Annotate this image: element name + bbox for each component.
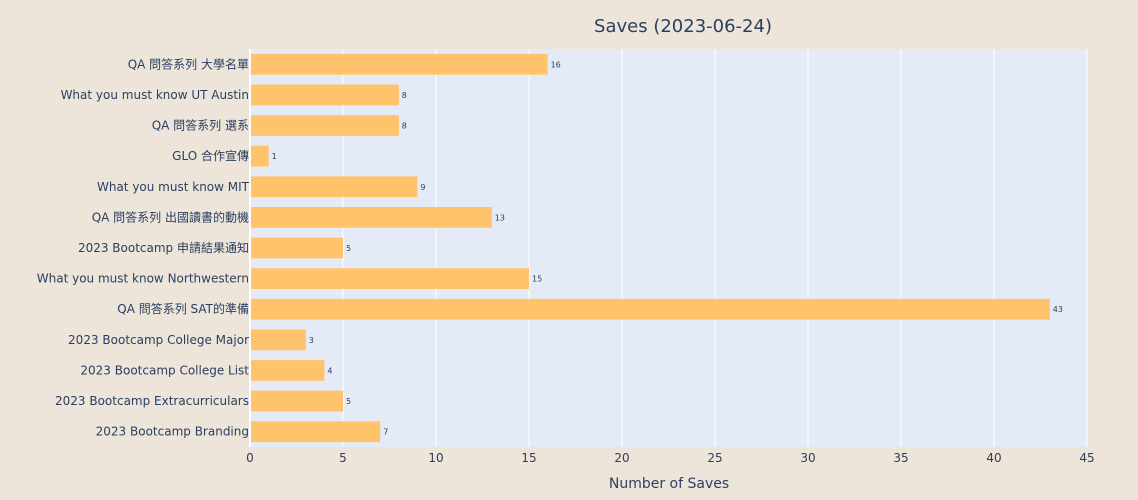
x-tick-label: 20 (614, 451, 629, 465)
y-tick-label: What you must know UT Austin (61, 88, 249, 102)
y-tick-label: 2023 Bootcamp 申請結果通知 (78, 241, 249, 255)
bar-value-label: 8 (402, 91, 407, 100)
bar-value-label: 1 (272, 152, 277, 161)
y-axis-tick-labels: QA 問答系列 大學名單 What you must know UT Austin… (37, 56, 250, 438)
y-tick-label: QA 問答系列 選系 (152, 118, 249, 133)
bar-value-label: 43 (1053, 305, 1063, 314)
bar-value-label: 16 (551, 60, 561, 69)
x-axis-tick-labels: 0 5 10 15 20 25 30 35 40 45 (246, 451, 1094, 465)
bar (250, 421, 381, 443)
bar-value-label: 7 (383, 428, 388, 437)
x-tick-label: 30 (800, 451, 815, 465)
bar (250, 145, 269, 167)
x-tick-label: 45 (1079, 451, 1094, 465)
y-tick-label: 2023 Bootcamp Branding (96, 425, 249, 439)
bar-value-label: 4 (327, 366, 332, 375)
bar (250, 53, 548, 75)
bar-value-label: 9 (420, 183, 425, 192)
bar (250, 176, 418, 198)
bar (250, 268, 529, 290)
bar-value-labels: 16 8 8 1 9 13 5 15 43 3 4 5 7 (272, 60, 1063, 436)
x-tick-label: 5 (339, 451, 347, 465)
chart-title: Saves (2023-06-24) (594, 16, 772, 37)
bar (250, 329, 306, 351)
y-tick-label: What you must know MIT (97, 180, 250, 194)
bar-value-label: 5 (346, 244, 351, 253)
bar-value-label: 8 (402, 122, 407, 131)
y-tick-label: What you must know Northwestern (37, 272, 249, 286)
x-tick-label: 25 (707, 451, 722, 465)
x-axis-title: Number of Saves (609, 476, 729, 492)
bar-value-label: 3 (309, 336, 314, 345)
y-tick-label: 2023 Bootcamp College Major (68, 333, 249, 347)
y-tick-label: QA 問答系列 SAT的準備 (117, 301, 249, 316)
bar (250, 206, 492, 228)
bar (250, 298, 1050, 320)
x-tick-label: 15 (521, 451, 536, 465)
x-tick-label: 10 (428, 451, 443, 465)
y-tick-label: 2023 Bootcamp College List (80, 363, 249, 377)
bar-value-label: 15 (532, 275, 542, 284)
bar-value-label: 13 (495, 213, 505, 222)
bar (250, 237, 343, 259)
y-tick-label: QA 問答系列 出國讀書的動機 (92, 209, 249, 224)
bar-value-label: 5 (346, 397, 351, 406)
x-tick-label: 35 (893, 451, 908, 465)
x-tick-label: 40 (986, 451, 1001, 465)
bar (250, 360, 325, 381)
bar (250, 84, 399, 106)
plot-area (250, 49, 1087, 447)
bar-series (250, 53, 1050, 443)
x-tick-label: 0 (246, 451, 254, 465)
y-tick-label: GLO 合作宣傳 (172, 148, 249, 163)
y-tick-label: QA 問答系列 大學名單 (128, 56, 249, 71)
bar (250, 115, 399, 136)
bar (250, 390, 343, 412)
y-tick-label: 2023 Bootcamp Extracurriculars (55, 394, 249, 408)
